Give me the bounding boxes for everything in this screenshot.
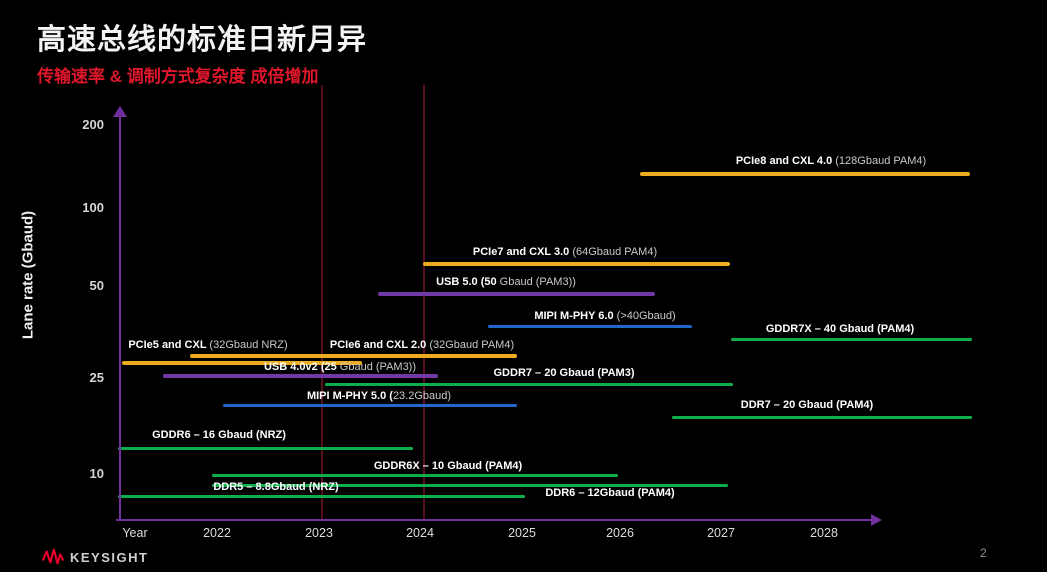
bar-label-detail: (>40Gbaud) [616, 310, 676, 322]
x-tick-label-2028: 2028 [810, 526, 838, 540]
y-tick-label-100: 100 [82, 200, 104, 215]
timeline-bar-gddr7x [731, 338, 972, 341]
timeline-bar-label-gddr6x: GDDR6X – 10 Gbaud (PAM4) [374, 460, 522, 473]
bar-label-name: GDDR7 – 20 Gbaud (PAM3) [493, 367, 635, 379]
year-marker-line-2024 [423, 85, 425, 520]
bar-label-name: GDDR6 – 16 Gbaud (NRZ) [152, 429, 286, 441]
y-axis-title: Lane rate (Gbaud) [19, 210, 37, 340]
bar-label-detail: (32Gbaud PAM4) [429, 339, 515, 351]
bar-label-name: MIPI M-PHY 5.0 ( [306, 390, 393, 402]
x-tick-label-2023: 2023 [305, 526, 333, 540]
page-number: 2 [980, 546, 987, 560]
timeline-bar-label-gddr6: GDDR6 – 16 Gbaud (NRZ) [152, 429, 286, 442]
bar-label-name: USB 5.0 (50 [436, 276, 497, 288]
keysight-spark-icon [42, 548, 64, 565]
x-tick-label-2025: 2025 [508, 526, 536, 540]
bar-label-name: DDR7 – 20 Gbaud (PAM4) [740, 399, 874, 411]
timeline-bar-label-gddr7: GDDR7 – 20 Gbaud (PAM3) [494, 367, 635, 380]
timeline-bar-gddr7 [325, 383, 733, 386]
timeline-bar-label-pcie6-cxl20: PCIe6 and CXL 2.0 (32Gbaud PAM4) [330, 339, 514, 352]
x-tick-label-Year: Year [122, 526, 148, 540]
timeline-bar-pcie8-cxl40 [640, 172, 970, 176]
bar-label-detail: Gbaud (PAM3)) [336, 361, 417, 373]
bar-label-detail: Gbaud (PAM3)) [496, 276, 576, 288]
timeline-bar-label-mipi-mphy60: MIPI M-PHY 6.0 (>40Gbaud) [534, 310, 675, 323]
bar-label-name: PCIe6 and CXL 2.0 [329, 339, 430, 351]
timeline-bar-label-ddr5: DDR5 – 8.8Gbaud (NRZ) [213, 481, 338, 494]
y-tick-label-25: 25 [89, 370, 104, 385]
timeline-bar-gddr6 [118, 447, 413, 450]
timeline-bar-pcie7-cxl30 [423, 262, 730, 266]
y-tick-label-200: 200 [82, 117, 104, 132]
x-tick-label-2027: 2027 [707, 526, 735, 540]
x-tick-label-2024: 2024 [406, 526, 434, 540]
x-tick-label-2026: 2026 [606, 526, 634, 540]
bar-label-name: PCIe8 and CXL 4.0 [735, 155, 836, 167]
y-tick-label-50: 50 [89, 278, 104, 293]
page-subtitle: 传输速率 & 调制方式复杂度 成倍增加 [37, 67, 319, 86]
y-axis-line [119, 116, 121, 520]
bar-label-name: DDR5 – 8.8Gbaud (NRZ) [213, 481, 339, 493]
y-tick-label-10: 10 [89, 466, 104, 481]
timeline-bar-pcie5-cxl [122, 361, 362, 365]
timeline-bar-label-pcie7-cxl30: PCIe7 and CXL 3.0 (64Gbaud PAM4) [473, 246, 657, 259]
timeline-bar-mipi-mphy50 [223, 404, 517, 407]
timeline-bar-usb50 [378, 292, 655, 296]
x-axis-line [116, 519, 872, 521]
timeline-bar-ddr6 [212, 484, 728, 487]
x-axis-arrow-icon [871, 514, 882, 526]
timeline-bar-usb40v2 [163, 374, 438, 378]
page-title: 高速总线的标准日新月异 [37, 24, 368, 56]
bar-label-name: PCIe5 and CXL [128, 339, 210, 351]
bar-label-name: PCIe7 and CXL 3.0 [472, 246, 573, 258]
timeline-bar-label-ddr6: DDR6 – 12Gbaud (PAM4) [545, 487, 674, 500]
year-marker-line-2023 [321, 85, 323, 520]
timeline-bar-label-gddr7x: GDDR7X – 40 Gbaud (PAM4) [766, 323, 914, 336]
bar-label-detail: (32Gbaud NRZ) [209, 339, 288, 351]
timeline-bar-label-mipi-mphy50: MIPI M-PHY 5.0 (23.2Gbaud) [307, 390, 451, 403]
timeline-bar-ddr5 [118, 495, 525, 498]
timeline-bar-ddr7 [672, 416, 972, 419]
timeline-bar-gddr6x [212, 474, 618, 477]
timeline-bar-label-pcie8-cxl40: PCIe8 and CXL 4.0 (128Gbaud PAM4) [736, 155, 926, 168]
x-tick-label-2022: 2022 [203, 526, 231, 540]
timeline-bar-label-ddr7: DDR7 – 20 Gbaud (PAM4) [741, 399, 873, 412]
timeline-bar-mipi-mphy60 [488, 325, 692, 328]
bar-label-detail: (64Gbaud PAM4) [572, 246, 658, 258]
brand-name: KEYSIGHT [70, 549, 149, 565]
bar-label-name: GDDR7X – 40 Gbaud (PAM4) [765, 323, 915, 335]
bar-label-name: MIPI M-PHY 6.0 [534, 310, 617, 322]
bar-label-detail: (128Gbaud PAM4) [835, 155, 927, 167]
bar-label-name: GDDR6X – 10 Gbaud (PAM4) [373, 460, 523, 472]
timeline-bar-label-usb50: USB 5.0 (50 Gbaud (PAM3)) [436, 276, 576, 289]
y-axis-arrow-icon [113, 106, 127, 117]
bar-label-name: DDR6 – 12Gbaud (PAM4) [545, 487, 675, 499]
timeline-bar-label-usb40v2: USB 4.0v2 (25 Gbaud (PAM3)) [264, 361, 416, 374]
bar-label-detail: 23.2Gbaud) [392, 390, 452, 402]
timeline-bar-label-pcie5-cxl: PCIe5 and CXL (32Gbaud NRZ) [128, 339, 287, 352]
timeline-bar-pcie6-cxl20 [190, 354, 517, 358]
bar-label-name: USB 4.0v2 (25 [263, 361, 337, 373]
keysight-logo: KEYSIGHT [42, 548, 148, 566]
